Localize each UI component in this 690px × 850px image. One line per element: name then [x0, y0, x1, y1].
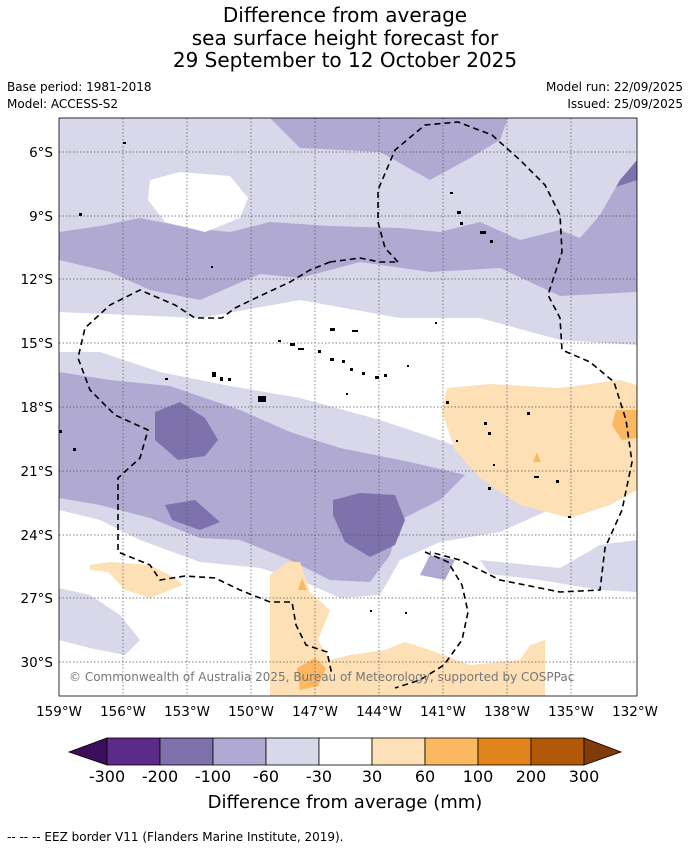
anomaly-region-south-positive-light	[270, 562, 545, 696]
colorbar-ticks: -300 -200 -100 -60 -30 30 60 100 200 300	[89, 767, 599, 786]
colorbar-tick-label: -200	[142, 767, 178, 786]
colorbar-tick-label: 100	[463, 767, 494, 786]
lon-label: 141°W	[420, 704, 466, 720]
lon-label: 150°W	[228, 704, 274, 720]
colorbar-tick-label: 30	[362, 767, 382, 786]
lon-label: 144°W	[356, 704, 402, 720]
lon-label: 132°W	[612, 704, 658, 720]
title-line-2: sea surface height forecast for	[191, 25, 499, 50]
eez-border-link	[329, 257, 398, 263]
lat-label: 21°S	[21, 464, 54, 480]
lat-label: 30°S	[21, 655, 54, 671]
anomaly-region-south-positive-spot1	[298, 578, 307, 590]
lat-label: 24°S	[21, 528, 54, 544]
longitude-labels: 159°W 156°W 153°W 150°W 147°W 144°W 141°…	[36, 704, 658, 720]
eez-footnote: -- -- -- EEZ border V11 (Flanders Marine…	[7, 830, 344, 844]
eez-border-cook	[77, 261, 333, 676]
anomaly-region-east-positive-mid	[612, 410, 637, 440]
islands	[59, 142, 571, 614]
lat-label: 12°S	[21, 272, 54, 288]
title-line-1: Difference from average	[222, 3, 468, 27]
map-field	[59, 118, 637, 696]
colorbar-segment	[265, 737, 320, 766]
colorbar-tick-label: -60	[253, 767, 279, 786]
anomaly-region-east-positive-light	[442, 380, 637, 518]
anomaly-region-west-positive-light	[90, 562, 183, 598]
colorbar-tick-label: 200	[516, 767, 547, 786]
meta-left: Base period: 1981-2018 Model: ACCESS-S2	[7, 79, 152, 113]
anomaly-region-south-positive-mid	[297, 658, 326, 690]
lon-label: 156°W	[100, 704, 146, 720]
colorbar-tick-label: 300	[569, 767, 600, 786]
colorbar-segment	[424, 737, 479, 766]
model-run-text: Model run: 22/09/2025	[545, 80, 683, 94]
anomaly-region-central-mid-south	[165, 500, 220, 530]
colorbar-tick-label: -30	[306, 767, 332, 786]
colorbar-segment	[530, 737, 585, 766]
lon-label: 138°W	[484, 704, 530, 720]
anomaly-region-southwest-lightest	[59, 588, 140, 655]
colorbar-tick-label: -100	[195, 767, 231, 786]
latitude-labels: 6°S 9°S 12°S 15°S 18°S 21°S 24°S 27°S 30…	[21, 145, 54, 671]
lat-label: 6°S	[29, 145, 53, 161]
colorbar-segment	[212, 737, 267, 766]
lat-label: 15°S	[21, 336, 54, 352]
eez-border-north	[377, 121, 633, 593]
colorbar	[67, 737, 623, 766]
anomaly-region-central-mid-west	[155, 402, 218, 460]
colorbar-tick-label: 60	[415, 767, 435, 786]
watermark-text: © Commonwealth of Australia 2025, Bureau…	[69, 670, 574, 684]
lat-label: 9°S	[29, 209, 53, 225]
map-frame	[58, 117, 638, 697]
colorbar-segment	[371, 737, 426, 766]
anomaly-region-central-mid-east	[333, 493, 405, 557]
colorbar-segment	[106, 737, 161, 766]
lon-label: 153°W	[164, 704, 210, 720]
colorbar-segment	[318, 737, 373, 766]
lon-label: 135°W	[548, 704, 594, 720]
lat-label: 18°S	[21, 400, 54, 416]
meta-right: Model run: 22/09/2025 Issued: 25/09/2025	[546, 79, 683, 113]
base-period-text: Base period: 1981-2018	[7, 80, 152, 94]
colorbar-title: Difference from average (mm)	[207, 792, 483, 813]
eez-borders	[77, 121, 633, 689]
lon-label: 159°W	[36, 704, 82, 720]
anomaly-region-southeast-lightest	[480, 540, 637, 592]
eez-border-south	[394, 551, 469, 689]
chart-title: Difference from average sea surface heig…	[0, 4, 690, 72]
colorbar-extend-left	[67, 737, 108, 766]
colorbar-segment	[477, 737, 532, 766]
anomaly-region-east-positive-spot	[533, 452, 541, 462]
colorbar-segment	[159, 737, 214, 766]
model-text: Model: ACCESS-S2	[7, 97, 119, 111]
zero-region-north-white	[148, 172, 248, 232]
issued-text: Issued: 25/09/2025	[567, 97, 683, 111]
lat-label: 27°S	[21, 591, 54, 607]
lon-label: 147°W	[292, 704, 338, 720]
title-line-3: 29 September to 12 October 2025	[172, 48, 518, 72]
colorbar-tick-label: -300	[89, 767, 125, 786]
colorbar-extend-right	[583, 737, 623, 766]
